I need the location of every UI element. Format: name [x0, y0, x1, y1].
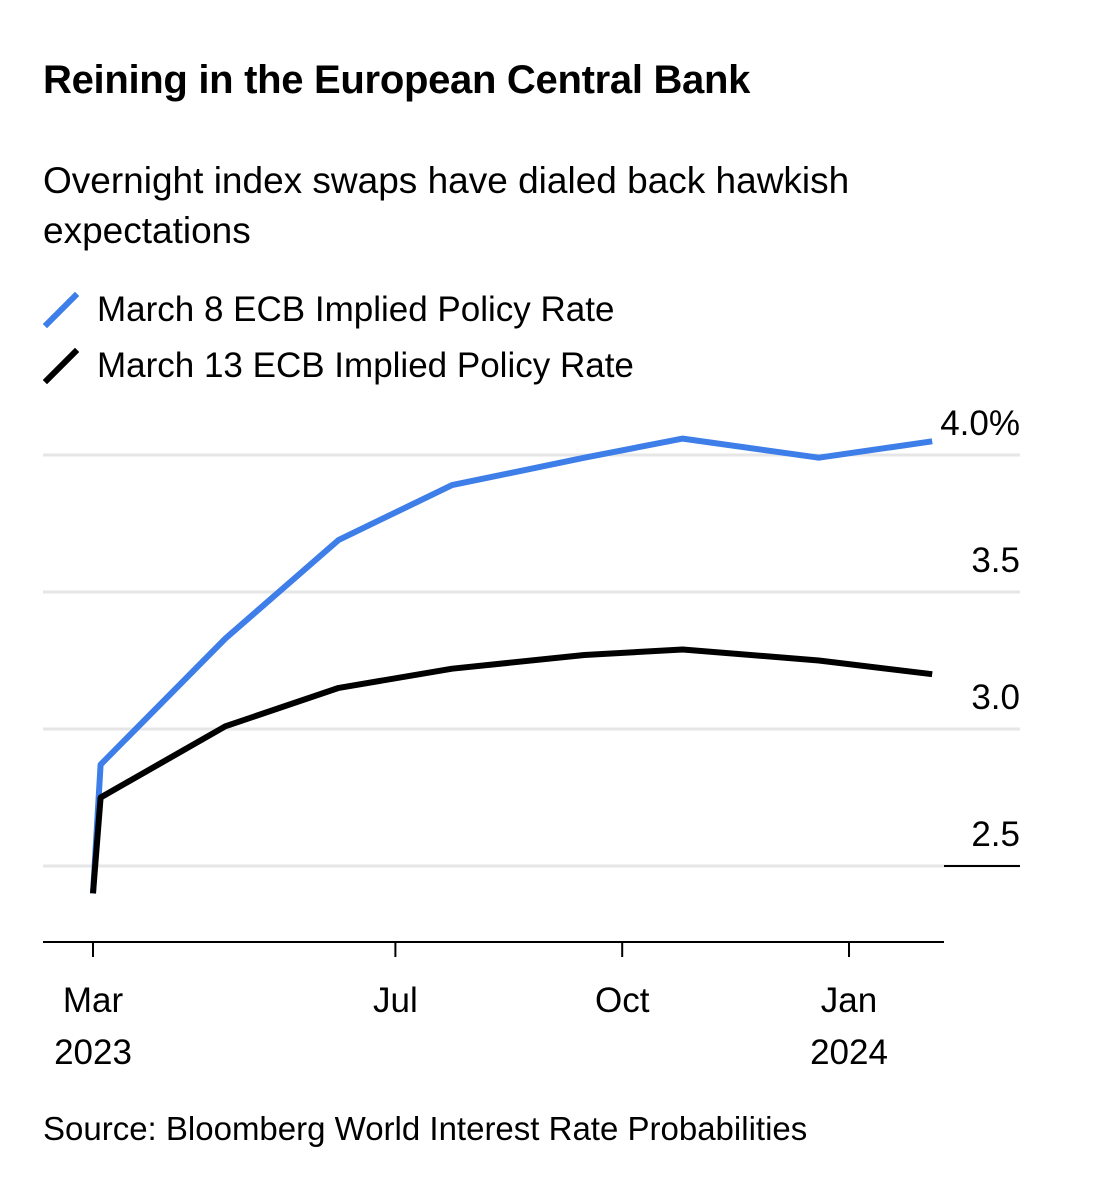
series-line-march-13: [90, 646, 933, 894]
x-tick-label-jan: Jan: [821, 981, 877, 1020]
legend-label-march-8: March 8 ECB Implied Policy Rate: [97, 290, 615, 329]
y-tick-label-40: 4.0%: [940, 404, 1020, 443]
legend-item-march-13: March 13 ECB Implied Policy Rate: [43, 338, 634, 394]
legend-swatch-march-13: [43, 348, 79, 384]
chart-title: Reining in the European Central Bank: [43, 58, 751, 102]
source-note: Source: Bloomberg World Interest Rate Pr…: [43, 1110, 808, 1147]
y-tick-label-35: 3.5: [971, 541, 1020, 580]
x-tick-label-oct: Oct: [595, 981, 650, 1020]
legend-label-march-13: March 13 ECB Implied Policy Rate: [97, 346, 634, 385]
legend-swatch-march-8: [43, 292, 79, 328]
legend-item-march-8: March 8 ECB Implied Policy Rate: [43, 282, 634, 338]
x-tick-label-jul: Jul: [373, 981, 418, 1020]
x-tick-sublabel-2023: 2023: [54, 1033, 132, 1072]
x-tick-sublabel-2024: 2024: [810, 1033, 888, 1072]
y-tick-label-25: 2.5: [971, 815, 1020, 854]
series-line-march-8: [90, 435, 933, 894]
line-chart: 2.5 3.0 3.5 4.0% Mar 2023 Jul Oct Jan 2024: [43, 404, 1020, 1072]
y-tick-label-30: 3.0: [971, 678, 1020, 717]
x-tick-label-mar: Mar: [63, 981, 124, 1020]
chart-subtitle: Overnight index swaps have dialed back h…: [43, 160, 850, 251]
legend: March 8 ECB Implied Policy Rate March 13…: [43, 282, 634, 394]
